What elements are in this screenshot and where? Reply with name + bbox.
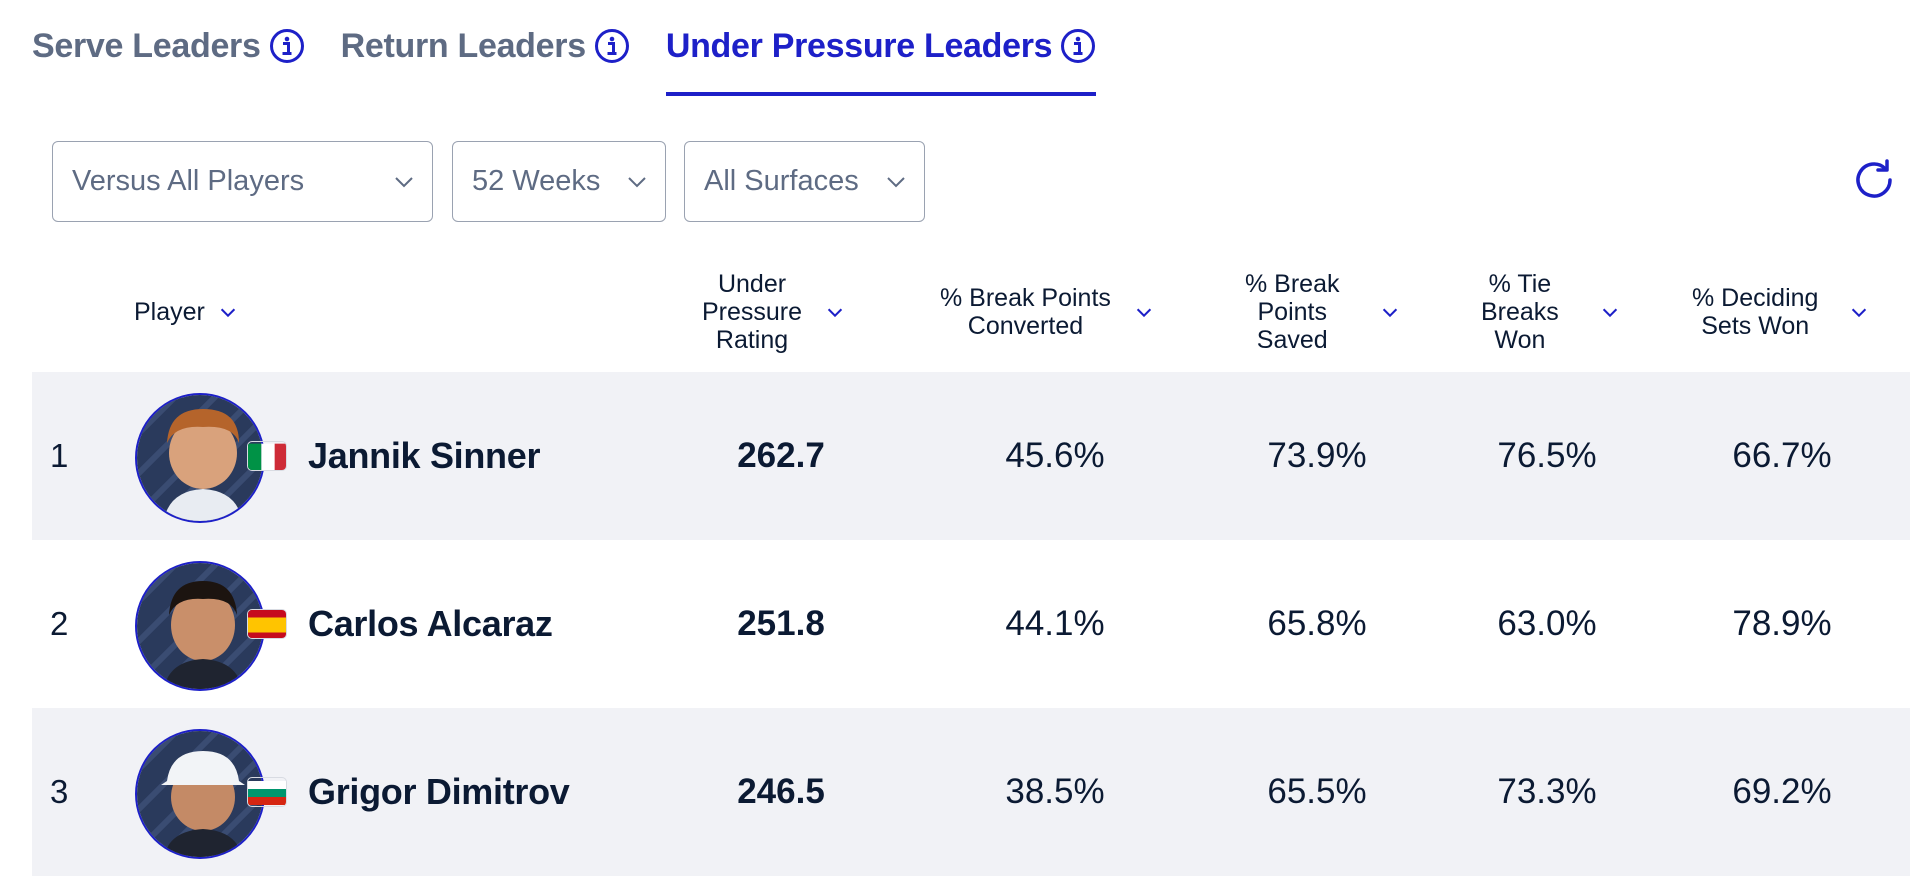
bp-saved-value: 73.9% <box>1267 436 1367 475</box>
table-header: Player Under Pressure Rating % Break Poi… <box>32 262 1910 362</box>
period-select-value: 52 Weeks <box>472 165 601 197</box>
header-player[interactable]: Player <box>134 262 239 362</box>
info-icon[interactable] <box>1060 28 1096 64</box>
bp-saved-value: 65.5% <box>1267 772 1367 811</box>
rank: 3 <box>50 773 69 810</box>
player-avatar <box>135 393 265 523</box>
chevron-down-icon <box>1852 308 1867 318</box>
header-line: Sets Won <box>1701 312 1810 340</box>
chevron-down-icon <box>1383 308 1398 318</box>
bp-saved-value: 65.8% <box>1267 604 1367 643</box>
under-pressure-rating: 246.5 <box>737 772 825 811</box>
header-line: % Break <box>1245 270 1340 298</box>
chevron-down-icon <box>395 177 413 188</box>
chevron-down-icon <box>887 177 905 188</box>
chevron-down-icon <box>827 308 843 318</box>
header-line: % Break Points <box>940 284 1111 312</box>
header-player-label: Player <box>134 298 205 326</box>
bp-converted-value: 38.5% <box>1005 772 1105 811</box>
header-line: % Tie <box>1488 270 1552 298</box>
header-bp-saved-label: % Break Points Saved <box>1245 270 1339 354</box>
under-pressure-rating: 251.8 <box>737 604 825 643</box>
header-bp-converted[interactable]: % Break Points Converted <box>940 262 1155 362</box>
header-line: Under <box>717 270 787 298</box>
leaderboard-tabs: Serve Leaders Return Leaders Under Press… <box>32 22 1132 96</box>
header-deciding-sets[interactable]: % Deciding Sets Won <box>1692 262 1870 362</box>
deciding-sets-value: 69.2% <box>1732 772 1832 811</box>
bp-converted-value: 45.6% <box>1005 436 1105 475</box>
deciding-sets-value: 78.9% <box>1732 604 1832 643</box>
header-tb-won-label: % Tie Breaks Won <box>1481 270 1559 354</box>
player-name[interactable]: Jannik Sinner <box>308 435 541 476</box>
spain-flag <box>247 609 287 639</box>
player-avatar <box>135 561 265 691</box>
player-name[interactable]: Grigor Dimitrov <box>308 771 570 812</box>
opponent-select[interactable]: Versus All Players <box>52 141 433 222</box>
header-line: Rating <box>715 326 789 354</box>
header-deciding-sets-label: % Deciding Sets Won <box>1692 284 1818 340</box>
header-line: Points <box>1257 298 1327 326</box>
opponent-select-value: Versus All Players <box>72 165 305 197</box>
tb-won-value: 76.5% <box>1497 436 1597 475</box>
period-select[interactable]: 52 Weeks <box>452 141 666 222</box>
bulgaria-flag <box>247 777 287 807</box>
tab-under-pressure-leaders[interactable]: Under Pressure Leaders <box>665 22 1097 96</box>
chevron-down-icon <box>220 308 236 318</box>
header-line: Pressure <box>702 298 803 326</box>
player-avatar <box>135 729 265 859</box>
tb-won-value: 63.0% <box>1497 604 1597 643</box>
header-line: % Deciding <box>1692 284 1819 312</box>
tab-return-leaders[interactable]: Return Leaders <box>341 22 630 94</box>
header-tb-won[interactable]: % Tie Breaks Won <box>1481 262 1621 362</box>
chevron-down-icon <box>628 177 646 188</box>
tab-label: Return Leaders <box>340 27 587 65</box>
header-line: Won <box>1494 326 1546 354</box>
surface-select[interactable]: All Surfaces <box>684 141 925 222</box>
italy-flag <box>247 441 287 471</box>
header-rating[interactable]: Under Pressure Rating <box>702 262 846 362</box>
tab-serve-leaders[interactable]: Serve Leaders <box>32 22 305 94</box>
rank: 2 <box>50 605 69 642</box>
tab-label: Under Pressure Leaders <box>665 27 1053 65</box>
header-bp-saved[interactable]: % Break Points Saved <box>1245 262 1401 362</box>
table-row[interactable]: 2 Carlos Alcaraz 251.8 44.1% 65.8% 63.0%… <box>32 540 1910 708</box>
player-name[interactable]: Carlos Alcaraz <box>308 603 553 644</box>
under-pressure-rating: 262.7 <box>737 436 825 475</box>
header-rating-label: Under Pressure Rating <box>702 270 802 354</box>
tb-won-value: 73.3% <box>1497 772 1597 811</box>
chevron-down-icon <box>1136 308 1152 318</box>
bp-converted-value: 44.1% <box>1005 604 1105 643</box>
info-icon[interactable] <box>269 28 305 64</box>
header-line: Saved <box>1256 326 1328 354</box>
tab-label: Serve Leaders <box>32 27 261 65</box>
table-row[interactable]: 3 Grigor Dimitrov 246.5 38.5% 65.5% 73.3… <box>32 708 1910 876</box>
surface-select-value: All Surfaces <box>704 165 859 197</box>
deciding-sets-value: 66.7% <box>1732 436 1832 475</box>
table-row[interactable]: 1 Jannik Sinner 262.7 45.6% 73.9% 76.5% … <box>32 372 1910 540</box>
info-icon[interactable] <box>594 28 630 64</box>
header-line: Breaks <box>1481 298 1559 326</box>
rank: 1 <box>50 437 69 474</box>
refresh-icon[interactable] <box>1850 156 1898 204</box>
chevron-down-icon <box>1602 308 1617 318</box>
header-bp-converted-label: % Break Points Converted <box>940 284 1111 340</box>
header-line: Converted <box>967 312 1084 340</box>
